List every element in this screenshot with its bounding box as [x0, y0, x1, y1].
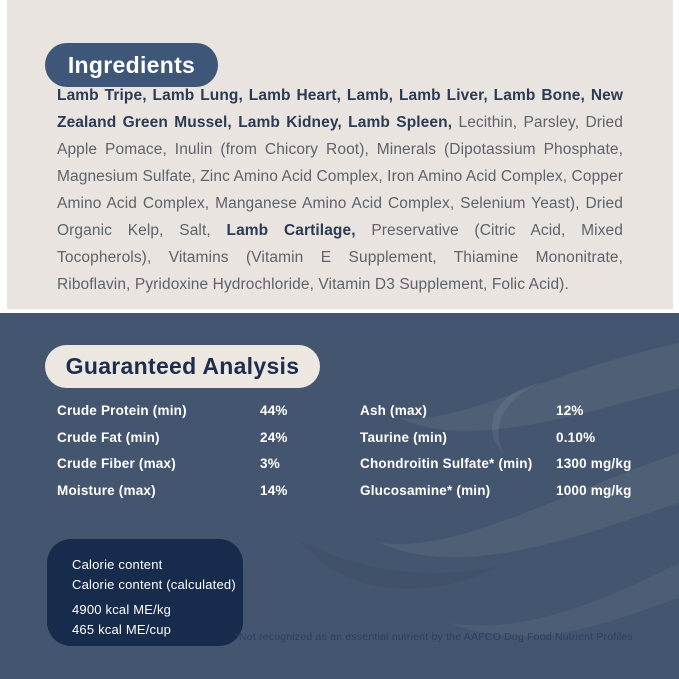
ingredients-regular-2: Preservative (Citric Acid, Mixed Tocophe… — [57, 222, 623, 293]
nutrient-label: Ash (max) — [360, 403, 428, 418]
table-row: Ash (max) 12% — [360, 404, 635, 431]
ingredients-paragraph: Lamb Tripe, Lamb Lung, Lamb Heart, Lamb,… — [57, 82, 623, 298]
nutrient-label: Taurine (min) — [360, 429, 448, 445]
table-row: Glucosamine* (min) 1000 mg/kg — [360, 484, 635, 511]
aafco-footnote: *Not recognized as an essential nutrient… — [234, 631, 633, 643]
nutrient-value: 0.10% — [556, 429, 596, 445]
table-row: Crude Fat (min) 24% — [57, 429, 352, 458]
nutrient-value: 1300 mg/kg — [556, 456, 632, 472]
calorie-kcal-cup: 465 kcal ME/cup — [72, 622, 172, 637]
guaranteed-analysis-heading-pill: Guaranteed Analysis — [45, 345, 320, 388]
nutrient-label: Crude Fat (min) — [57, 429, 160, 445]
guaranteed-analysis-heading: Guaranteed Analysis — [65, 353, 300, 379]
ingredients-heading-pill: Ingredients — [45, 43, 218, 87]
calorie-content-card: Calorie content Calorie content (calcula… — [47, 539, 243, 646]
nutrient-value: 14% — [260, 483, 288, 499]
table-row: Crude Protein (min) 44% — [57, 404, 352, 431]
calorie-content-line2: Calorie content (calculated) — [72, 577, 236, 592]
table-row: Crude Fiber (max) 3% — [57, 457, 352, 484]
ingredients-heading: Ingredients — [67, 51, 196, 78]
table-row: Taurine (min) 0.10% — [360, 429, 635, 458]
nutrient-value: 24% — [260, 429, 288, 445]
nutrient-label: Moisture (max) — [57, 483, 156, 499]
analysis-table-right-column: Ash (max) 12% Taurine (min) 0.10% Chondr… — [360, 404, 635, 511]
nutrient-value: 44% — [260, 403, 288, 418]
analysis-table-left-column: Crude Protein (min) 44% Crude Fat (min) … — [57, 404, 352, 511]
nutrient-value: 1000 mg/kg — [556, 483, 632, 499]
table-row: Moisture (max) 14% — [57, 484, 352, 511]
ingredients-bold-mid: Lamb Cartilage, — [226, 222, 356, 239]
nutrient-label: Glucosamine* (min) — [360, 483, 491, 499]
nutrient-value: 3% — [260, 456, 280, 472]
ingredients-section: Ingredients Lamb Tripe, Lamb Lung, Lamb … — [7, 0, 673, 309]
guaranteed-analysis-section: Guaranteed Analysis Crude Protein (min) … — [0, 313, 679, 679]
calorie-content-line1: Calorie content — [72, 557, 163, 572]
nutrient-label: Chondroitin Sulfate* (min) — [360, 456, 533, 472]
ingredients-bold-lead: Lamb Tripe, Lamb Lung, Lamb Heart, Lamb,… — [57, 87, 623, 131]
nutrient-value: 12% — [556, 403, 584, 418]
ingredients-regular-1: Lecithin, Parsley, Dried Apple Pomace, I… — [57, 114, 623, 239]
nutrient-label: Crude Protein (min) — [57, 403, 187, 418]
calorie-kcal-kg: 4900 kcal ME/kg — [72, 602, 172, 617]
table-row: Chondroitin Sulfate* (min) 1300 mg/kg — [360, 457, 635, 484]
nutrient-label: Crude Fiber (max) — [57, 456, 176, 472]
